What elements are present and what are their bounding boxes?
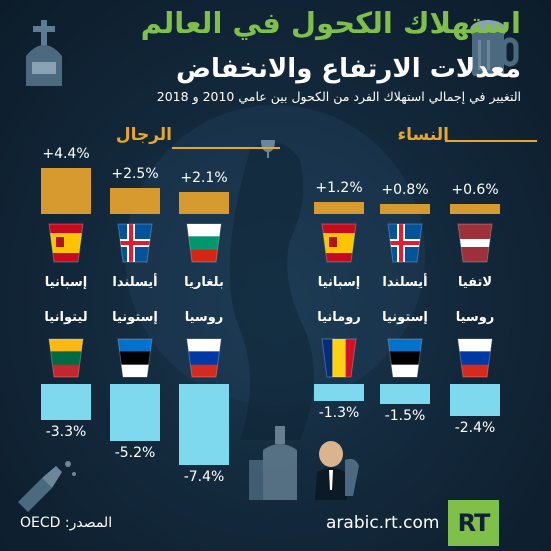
source-label: المصدر: OECD [20,515,113,531]
bar-increase [314,202,364,214]
bottles-waiter-illustration [249,426,359,500]
iceland-flag-icon [387,223,423,263]
data-label: -1.3% [318,405,360,421]
data-label: +0.8% [381,182,429,198]
rt-logo: RT [448,500,499,546]
country-label: روسيا [184,310,224,325]
bar-increase [450,204,500,214]
lithuania-flag-icon [48,338,84,378]
country-label: إسبانيا [317,275,361,290]
country-label: روسيا [455,310,495,325]
data-label: -5.2% [114,445,156,461]
bar-decrease [110,384,160,441]
spain-flag-icon [48,223,84,263]
estonia-flag-icon [117,338,153,378]
data-label: -1.5% [384,408,426,424]
data-label: -7.4% [183,469,225,485]
data-label: -3.3% [45,424,87,440]
tombstone-icon [26,20,62,86]
beer-mug-icon [470,20,519,76]
bar-decrease [380,384,430,404]
website-link[interactable]: arabic.rt.com [326,513,440,533]
bar-decrease [179,384,229,465]
iceland-flag-icon [117,223,153,263]
women-divider [445,140,537,142]
wine-glass-icon [261,140,275,158]
title: استهلاك الكحول في العالم [140,6,521,40]
estonia-flag-icon [387,338,423,378]
country-label: أيسلندا [112,275,158,290]
spain-flag-icon [321,223,357,263]
bar-decrease [41,384,91,420]
broken-bottle-icon [18,461,76,512]
russia-flag-icon [186,338,222,378]
country-label: أيسلندا [382,275,428,290]
data-label: +2.5% [111,166,159,182]
country-label: إستونيا [382,310,428,325]
men-divider [172,147,280,149]
bar-decrease [314,384,364,401]
data-label: +4.4% [42,146,90,162]
data-label: +2.1% [180,170,228,186]
bar-decrease [450,384,500,416]
data-label: +1.2% [315,180,363,196]
bar-increase [179,192,229,214]
bar-increase [41,168,91,214]
country-label: إسبانيا [44,275,88,290]
bulgaria-flag-icon [186,223,222,263]
country-label: إستونيا [112,310,158,325]
bar-increase [110,188,160,214]
women-section-title: النساء [397,125,449,145]
country-label: لاتفيا [457,275,493,290]
description: التغيير في إجمالي استهلاك الفرد من الكحو… [156,89,521,104]
men-section-title: الرجال [115,125,172,145]
country-label: رومانيا [317,310,361,325]
country-label: ليتوانيا [44,310,88,325]
bar-increase [380,204,430,214]
data-label: -2.4% [454,420,496,436]
romania-flag-icon [321,338,357,378]
russia-flag-icon [457,338,493,378]
latvia-flag-icon [457,223,493,263]
data-label: +0.6% [451,182,499,198]
subtitle-heading: معدلات الارتفاع والانخفاض [175,54,521,84]
country-label: بلغاريا [184,275,224,290]
